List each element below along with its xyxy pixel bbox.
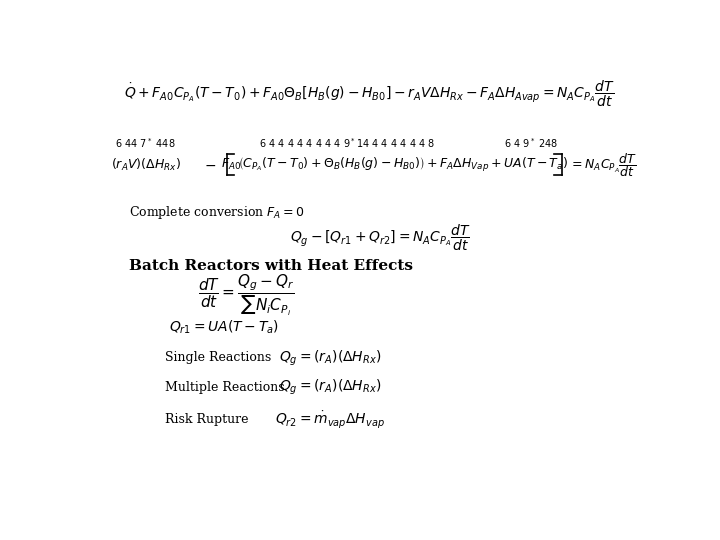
Text: $Q_g = (r_A)(\Delta H_{Rx})$: $Q_g = (r_A)(\Delta H_{Rx})$ [279,348,381,368]
Text: $-$: $-$ [204,158,216,172]
Text: $F_{A0}\!\left(C_{P_A}(T-T_0) + \Theta_B(H_B(g)-H_{B0})\right) + F_A\Delta H_{Va: $F_{A0}\!\left(C_{P_A}(T-T_0) + \Theta_B… [220,156,567,173]
Text: $Q_{r1} = UA(T - T_a)$: $Q_{r1} = UA(T - T_a)$ [169,319,279,336]
Text: $Q_g = (r_A)(\Delta H_{Rx})$: $Q_g = (r_A)(\Delta H_{Rx})$ [279,377,381,397]
Text: Batch Reactors with Heat Effects: Batch Reactors with Heat Effects [129,259,413,273]
Text: Multiple Reactions: Multiple Reactions [166,381,285,394]
Text: $6\ 4\ 4\ 4\ 4\ 4\ 4\ 4\ 4\ \underset{}{9}^*14\ 4\ 4\ 4\ 4\ 4\ 4\ 8$: $6\ 4\ 4\ 4\ 4\ 4\ 4\ 4\ 4\ \underset{}{… [258,136,435,148]
Text: Single Reactions: Single Reactions [166,352,271,365]
Text: $Q_{r2} = \dot{m}_{vap}\Delta H_{vap}$: $Q_{r2} = \dot{m}_{vap}\Delta H_{vap}$ [275,409,385,429]
Text: $(r_A V)(\Delta H_{Rx})$: $(r_A V)(\Delta H_{Rx})$ [111,157,181,173]
Text: Risk Rupture: Risk Rupture [166,413,249,426]
Text: $6\ 44\ \underset{}{\overset{}{7}}^*\ 448$: $6\ 44\ \underset{}{\overset{}{7}}^*\ 44… [115,136,176,148]
Text: $6\ 4\ \underset{}{9}^*\ 248$: $6\ 4\ \underset{}{9}^*\ 248$ [503,136,558,148]
Text: Complete conversion $F_A = 0$: Complete conversion $F_A = 0$ [129,204,305,221]
Text: $Q_g - \left[Q_{r1} + Q_{r2}\right] = N_A C_{P_A}\dfrac{dT}{dt}$: $Q_g - \left[Q_{r1} + Q_{r2}\right] = N_… [289,222,471,253]
Text: $\dot{Q} + F_{A0}C_{P_A}(T-T_0) + F_{A0}\Theta_B\left[H_B(g) - H_{B0}\right] - r: $\dot{Q} + F_{A0}C_{P_A}(T-T_0) + F_{A0}… [124,79,614,109]
Text: $= N_A C_{P_A}\dfrac{dT}{dt}$: $= N_A C_{P_A}\dfrac{dT}{dt}$ [570,151,637,179]
Text: $\dfrac{dT}{dt} = \dfrac{Q_g - Q_r}{\sum N_i C_{P_i}}$: $\dfrac{dT}{dt} = \dfrac{Q_g - Q_r}{\sum… [198,273,294,318]
